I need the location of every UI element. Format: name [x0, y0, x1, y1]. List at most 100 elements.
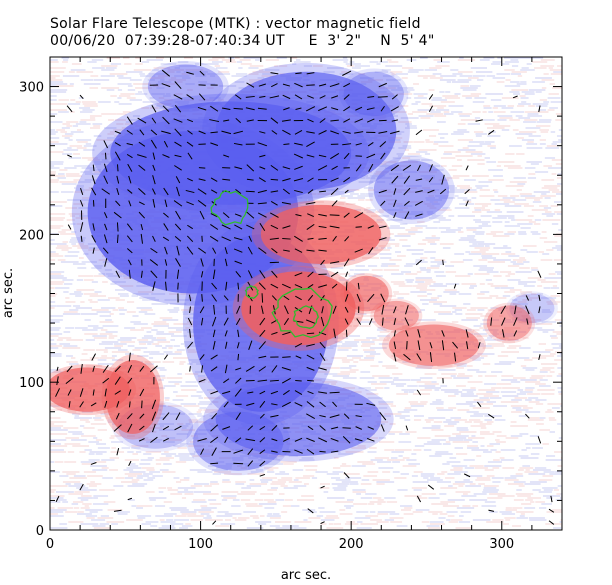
field-vector [405, 305, 409, 315]
field-vector [113, 509, 122, 512]
field-contour [292, 305, 320, 329]
field-vector [306, 249, 315, 252]
field-vector [259, 317, 266, 326]
field-vector [306, 154, 315, 158]
field-vector [354, 118, 364, 123]
field-vector [318, 391, 328, 394]
field-vector [319, 353, 326, 362]
x-tick-label: 200 [339, 537, 364, 552]
field-vector [429, 342, 433, 349]
field-vector [114, 376, 121, 385]
field-vector [92, 164, 95, 172]
field-vector [259, 222, 266, 231]
field-vector [282, 129, 291, 136]
field-vector [416, 164, 421, 172]
field-vector [379, 141, 387, 148]
field-vector [441, 330, 445, 337]
field-vector [209, 235, 219, 242]
field-vector [284, 305, 289, 315]
field-vector [114, 151, 121, 161]
field-vector [306, 354, 315, 360]
field-vector [319, 118, 326, 123]
field-region-positive [260, 204, 382, 264]
field-vector [366, 438, 375, 442]
field-vector [200, 271, 204, 278]
field-vector [295, 72, 302, 75]
field-vector [92, 365, 95, 372]
field-vector [197, 438, 207, 442]
field-vector [465, 329, 469, 338]
field-vector [247, 391, 254, 394]
field-vector [65, 377, 74, 385]
field-vector [406, 341, 408, 350]
field-vector [307, 294, 314, 302]
field-vector [162, 154, 170, 158]
field-vector [174, 154, 182, 158]
field-vector [233, 248, 243, 253]
field-vector [490, 317, 493, 326]
field-vector [307, 390, 314, 395]
field-vector [537, 270, 542, 278]
field-vector [210, 189, 218, 194]
field-vector [128, 200, 132, 207]
field-vector [222, 212, 230, 219]
field-vector [330, 177, 339, 182]
field-region-positive [241, 271, 356, 346]
field-vector [223, 154, 230, 158]
field-region-negative [215, 382, 382, 457]
field-vector [282, 331, 291, 336]
field-vector [271, 438, 278, 442]
field-vector [306, 413, 315, 419]
field-contour [210, 189, 249, 226]
field-vector [331, 95, 339, 99]
field-vector [234, 94, 242, 100]
field-vector [355, 142, 362, 146]
field-vector [330, 437, 339, 442]
field-vector [259, 329, 266, 337]
field-vector [525, 305, 530, 315]
field-vector [269, 95, 280, 99]
field-vector [294, 449, 303, 454]
field-vector [354, 248, 363, 253]
field-vector [152, 198, 156, 208]
field-vector [114, 142, 121, 147]
field-vector [488, 509, 495, 512]
field-vector [163, 212, 169, 218]
field-vector [281, 377, 291, 384]
field-vector [318, 106, 328, 112]
field-vector [128, 401, 131, 408]
field-vector [345, 329, 348, 338]
field-vector [331, 200, 338, 207]
field-vector [211, 294, 217, 302]
field-vector [234, 224, 243, 230]
field-vector [115, 200, 121, 207]
field-vector [150, 139, 157, 149]
field-vector [270, 178, 279, 181]
field-vector [380, 200, 386, 207]
field-vector [294, 272, 303, 277]
field-region-negative [343, 71, 404, 117]
field-vector [343, 152, 350, 160]
field-vector [294, 82, 303, 88]
field-vector [259, 154, 266, 158]
field-vector [393, 352, 397, 362]
field-region-negative-halo [339, 68, 409, 120]
field-vector [151, 117, 157, 124]
field-vector [320, 259, 325, 266]
field-vector [428, 105, 434, 112]
field-vector [307, 118, 314, 123]
field-vector [464, 188, 470, 195]
field-vector [175, 210, 181, 220]
x-tick-label: 100 [188, 537, 213, 552]
field-vector [355, 164, 362, 172]
field-vector [390, 106, 399, 112]
field-vector [128, 389, 132, 396]
field-vector [140, 233, 143, 244]
field-vector [140, 270, 143, 278]
field-vector [258, 282, 266, 290]
field-vector [113, 211, 122, 219]
field-vector [393, 330, 396, 337]
field-vector [294, 437, 303, 442]
field-vector [307, 177, 314, 182]
field-vector [246, 82, 255, 88]
